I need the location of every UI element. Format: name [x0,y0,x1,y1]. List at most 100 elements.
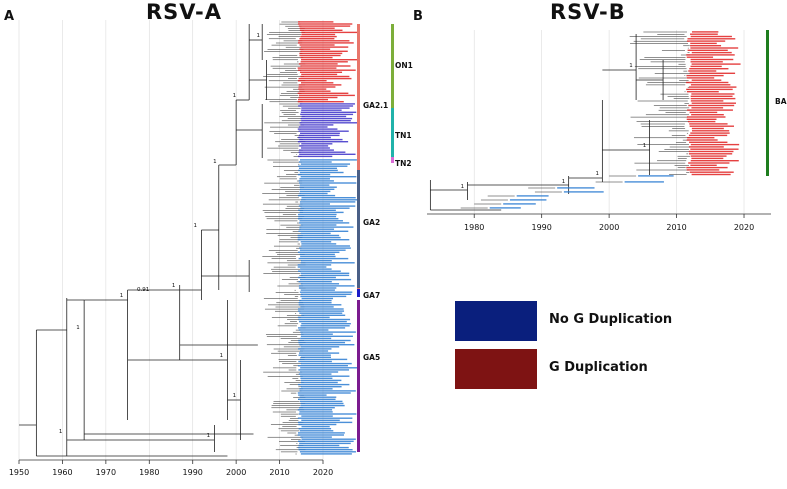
tip-label [687,120,716,123]
tip-label [300,346,340,348]
clade-bar [357,24,360,292]
node-support-label: 1 [76,325,80,331]
tip-label [689,141,728,143]
node-support-label: 1 [596,171,600,177]
tip-label [297,270,341,272]
tip-label [298,341,346,344]
tip-label [300,241,332,243]
tip-label [300,325,350,327]
tip-label [298,398,336,400]
tip-label [301,419,340,421]
tip-label [299,278,352,281]
tip-label [297,194,336,197]
clade-label: TN1 [395,131,412,140]
tip-label [300,176,357,178]
tip-label [299,145,329,147]
tip-label [686,91,719,93]
tip-label [298,423,337,426]
tip-label [299,182,357,184]
tip-label [300,65,351,67]
tip-label [300,283,340,285]
tip-label [690,132,730,134]
tip-label [298,421,353,424]
tip-label [690,155,727,157]
tip-label [298,354,331,356]
tip-label [299,291,353,293]
tip-label [687,38,736,40]
clade-label: GA2 [363,218,380,227]
tip-label [301,107,350,109]
tip-label [689,68,729,70]
tip-label [301,425,330,428]
tip-label [299,352,340,354]
tip-label [299,201,356,203]
tip-label [298,215,337,218]
tip-label [299,186,337,188]
tip-label [299,44,335,46]
node-support-label: 1 [233,393,237,399]
tip-label [301,115,347,118]
tip-label [299,178,330,180]
tip-label [298,151,346,153]
tip-label [300,356,331,358]
tip-label [298,169,338,172]
tip-label [686,139,718,141]
tip-label [298,167,338,169]
tip-label [299,48,331,50]
tip-label [300,453,352,455]
tip-label [300,379,342,382]
tip-label [298,329,329,331]
tip-label [300,56,333,59]
tip-label [299,344,355,346]
clade-label: BA [775,97,787,106]
clade-label: GA2.1 [363,101,388,110]
tip-label [298,428,332,430]
tip-label [298,25,351,27]
panel-b-axis: 1980 1990 2000 2010 2020 [427,213,771,232]
tip-label [298,383,350,386]
tip-label [691,79,722,81]
tip-label [297,136,331,139]
node-support-label: 1 [562,179,566,185]
tip-label [300,117,353,120]
tip-label [300,75,350,78]
tip-label [298,130,349,132]
tip-label [297,434,345,436]
tip-label [297,141,349,143]
tip-label [297,69,356,71]
legend-swatch-no-dup [455,301,537,341]
tip-label [298,180,334,182]
panel-b-node-labels: 1 1 1 1 1 [461,63,647,190]
tip-label [299,52,343,55]
axis-tick-label: 2010 [269,468,289,477]
tip-label [689,72,736,74]
axis-tick-label: 1980 [139,468,159,477]
clade-bar [391,157,394,163]
node-support-label: 1 [213,159,217,165]
panel-a-clade-bars: ON1 GA2.1 TN1 TN2 GA2 GA7 GA5 [357,24,413,452]
tip-label [298,444,340,447]
tip-label [301,147,330,149]
node-support-label: 1 [643,143,647,149]
legend-label-dup: G Duplication [549,360,648,375]
tip-label [298,86,336,88]
tip-label [509,199,547,201]
tip-label [297,213,337,216]
tip-label [298,449,353,451]
tip-label [300,362,352,365]
tip-label [638,175,674,177]
tip-label [686,74,724,77]
tip-label [301,243,337,245]
tip-label [300,199,359,201]
tip-label [298,63,338,65]
tip-label [298,360,332,363]
tip-label [297,316,330,319]
tip-label [300,111,357,113]
tip-label [298,105,354,107]
clade-bar [357,289,360,297]
tip-label [297,173,331,176]
tip-label [563,191,604,193]
tip-label [301,31,359,34]
tip-label [299,312,343,314]
node-support-label: 1 [120,293,124,299]
